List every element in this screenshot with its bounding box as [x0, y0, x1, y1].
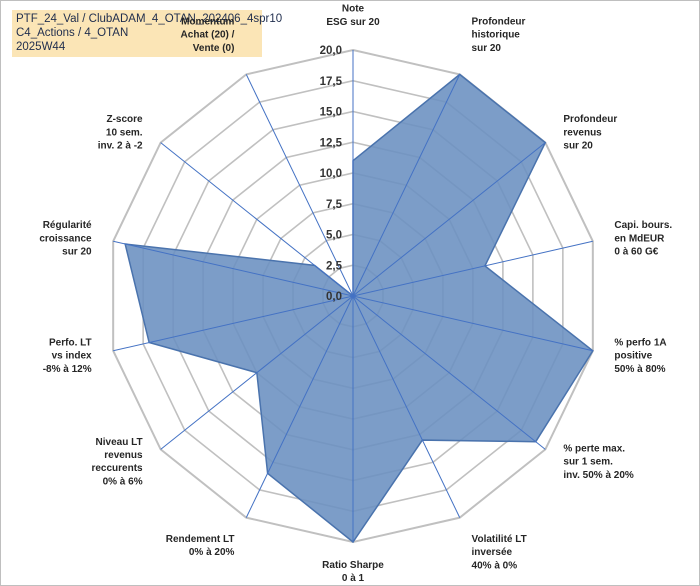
tick-label: 5,0 [326, 230, 342, 242]
axis-label-line: historique [472, 30, 521, 41]
axis-label-line: positive [614, 351, 652, 362]
axis-label-9: Niveau LT revenus reccurents 0% à 6% [91, 437, 143, 488]
axis-label-1: Profondeur historique sur 20 [472, 17, 526, 54]
radar-axis-labels: Note ESG sur 20 Profondeur historique sur 20… [39, 4, 672, 585]
axis-spoke-4 [352, 295, 593, 352]
axis-label-line: 40% à 0% [472, 560, 518, 571]
axis-label-line: 50% à 80% [614, 364, 665, 375]
chart-title-line-1: PTF_24_Val / ClubADAM_4_OTAN_202406_4spr… [16, 13, 283, 25]
axis-label-line: croissance [39, 233, 92, 244]
axis-label-line: Profondeur [563, 114, 617, 125]
axis-label-line: sur 20 [563, 141, 593, 152]
chart-title-line-3: 2025W44 [16, 41, 66, 53]
axis-label-line: % perfo 1A [614, 338, 666, 349]
radar-tick-labels: 0,0 2,5 5,0 7,5 10,0 12,5 15,0 17,5 20,0 [320, 45, 343, 303]
axis-label-line: 0% à 6% [103, 476, 143, 487]
axis-label-13: Momentum Achat (20) / Vente (0) [181, 17, 235, 54]
axis-label-line: 0% à 20% [189, 547, 235, 558]
axis-spoke-9 [160, 295, 354, 450]
axis-label-line: revenus [563, 127, 602, 138]
axis-label-line: inversée [472, 547, 513, 558]
axis-label-10: Perfo. LT vs index -8% à 12% [43, 338, 92, 375]
axis-label-line: Perfo. LT [49, 338, 92, 349]
axis-label-12: Z-score 10 sem. inv. 2 à -2 [98, 114, 143, 151]
axis-label-line: sur 20 [62, 246, 92, 257]
axis-spoke-6 [352, 295, 461, 518]
axis-spoke-1 [352, 74, 461, 297]
axis-label-line: Momentum [181, 17, 234, 28]
axis-label-line: Achat (20) / [181, 30, 235, 41]
axis-label-line: Profondeur [472, 17, 526, 28]
axis-label-line: Volatilité LT [472, 534, 527, 545]
axis-label-line: en MdEUR [614, 233, 665, 244]
axis-label-4: % perfo 1A positive 50% à 80% [614, 338, 666, 375]
tick-label: 0,0 [326, 291, 342, 303]
axis-label-line: Capi. bours. [614, 220, 672, 231]
axis-spoke-12 [160, 142, 354, 297]
axis-label-line: 0 à 1 [342, 573, 365, 584]
axis-label-0: Note ESG sur 20 [326, 4, 380, 28]
axis-label-5: % perte max. sur 1 sem. inv. 50% à 20% [563, 443, 634, 480]
axis-label-line: ESG sur 20 [326, 17, 380, 28]
axis-spoke-2 [352, 142, 546, 297]
axis-spoke-11 [113, 240, 354, 297]
axis-label-6: Volatilité LT inversée 40% à 0% [472, 534, 527, 571]
axis-label-line: Vente (0) [193, 43, 235, 54]
axis-label-line: sur 20 [472, 43, 502, 54]
tick-label: 20,0 [320, 45, 342, 57]
axis-spoke-3 [352, 240, 593, 297]
axis-label-line: Rendement LT [166, 534, 235, 545]
chart-title-line-2: C4_Actions / 4_OTAN [16, 27, 129, 39]
axis-spoke-10 [113, 295, 354, 352]
axis-label-line: inv. 2 à -2 [98, 141, 143, 152]
tick-label: 2,5 [326, 260, 343, 272]
axis-label-11: Régularité croissance sur 20 [39, 220, 92, 257]
axis-label-line: reccurents [91, 463, 143, 474]
tick-label: 12,5 [320, 137, 343, 149]
axis-label-line: Ratio Sharpe [322, 560, 384, 571]
tick-label: 15,0 [320, 107, 342, 119]
axis-label-line: 0 à 60 G€ [614, 246, 658, 257]
axis-label-line: inv. 50% à 20% [563, 470, 634, 481]
axis-label-line: vs index [52, 351, 92, 362]
axis-label-2: Profondeur revenus sur 20 [563, 114, 617, 151]
axis-label-line: -8% à 12% [43, 364, 92, 375]
radar-spokes [113, 50, 593, 542]
axis-label-line: sur 1 sem. [563, 457, 613, 468]
axis-label-line: revenus [104, 450, 143, 461]
axis-spoke-8 [245, 295, 354, 518]
axis-spoke-5 [352, 295, 546, 450]
chart-title-box: PTF_24_Val / ClubADAM_4_OTAN_202406_4spr… [12, 10, 282, 57]
axis-label-3: Capi. bours. en MdEUR 0 à 60 G€ [614, 220, 672, 257]
axis-spoke-13 [245, 74, 354, 297]
tick-label: 7,5 [326, 199, 343, 211]
axis-label-line: % perte max. [563, 443, 625, 454]
axis-label-line: 10 sem. [106, 127, 143, 138]
tick-label: 10,0 [320, 168, 342, 180]
axis-label-7: Ratio Sharpe 0 à 1 [322, 560, 384, 584]
axis-label-line: Niveau LT [96, 437, 143, 448]
axis-label-line: Z-score [106, 114, 143, 125]
axis-label-line: Régularité [43, 220, 92, 231]
axis-label-line: Note [342, 4, 365, 15]
tick-label: 17,5 [320, 76, 343, 88]
axis-label-8: Rendement LT 0% à 20% [166, 534, 235, 558]
